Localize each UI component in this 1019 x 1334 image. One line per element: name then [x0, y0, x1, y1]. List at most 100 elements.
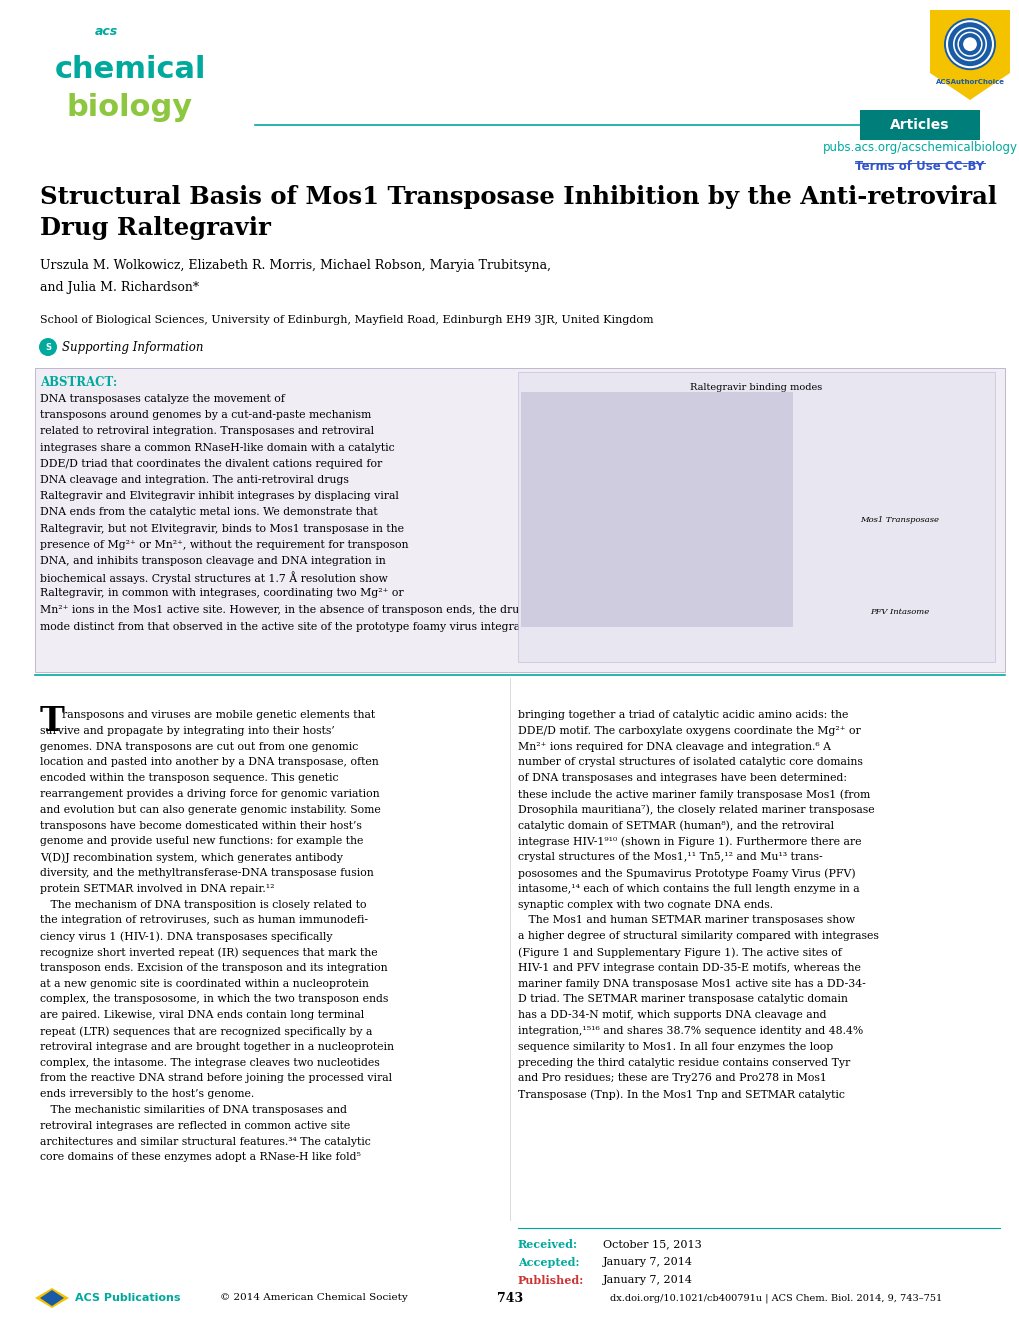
Text: HIV-1 and PFV integrase contain DD-35-E motifs, whereas the: HIV-1 and PFV integrase contain DD-35-E … [518, 963, 860, 972]
Text: D triad. The SETMAR mariner transposase catalytic domain: D triad. The SETMAR mariner transposase … [518, 994, 847, 1005]
Text: Articles: Articles [890, 117, 949, 132]
Text: architectures and similar structural features.³⁴ The catalytic: architectures and similar structural fea… [40, 1137, 370, 1147]
Text: The mechanistic similarities of DNA transposases and: The mechanistic similarities of DNA tran… [40, 1105, 346, 1115]
Polygon shape [35, 1289, 69, 1309]
Circle shape [39, 338, 57, 356]
Text: DNA cleavage and integration. The anti-retroviral drugs: DNA cleavage and integration. The anti-r… [40, 475, 348, 486]
Text: ACS Publications: ACS Publications [75, 1293, 180, 1303]
Text: diversity, and the methyltransferase-DNA transposase fusion: diversity, and the methyltransferase-DNA… [40, 868, 373, 878]
Text: S: S [45, 343, 51, 351]
Text: crystal structures of the Mos1,¹¹ Tn5,¹² and Mu¹³ trans-: crystal structures of the Mos1,¹¹ Tn5,¹²… [518, 852, 821, 862]
Text: January 7, 2014: January 7, 2014 [602, 1275, 692, 1285]
Text: ransposons and viruses are mobile genetic elements that: ransposons and viruses are mobile geneti… [62, 710, 375, 720]
FancyBboxPatch shape [859, 109, 979, 140]
Text: Transposase (Tnp). In the Mos1 Tnp and SETMAR catalytic: Transposase (Tnp). In the Mos1 Tnp and S… [518, 1089, 844, 1099]
Text: ABSTRACT:: ABSTRACT: [40, 375, 117, 388]
Text: Structural Basis of Mos1 Transposase Inhibition by the Anti-retroviral: Structural Basis of Mos1 Transposase Inh… [40, 185, 996, 209]
Text: at a new genomic site is coordinated within a nucleoprotein: at a new genomic site is coordinated wit… [40, 979, 369, 988]
FancyBboxPatch shape [521, 392, 792, 627]
Text: Drosophila mauritiana⁷), the closely related mariner transposase: Drosophila mauritiana⁷), the closely rel… [518, 804, 873, 815]
Polygon shape [40, 1290, 64, 1306]
Text: ciency virus 1 (HIV-1). DNA transposases specifically: ciency virus 1 (HIV-1). DNA transposases… [40, 931, 332, 942]
Text: genomes. DNA transposons are cut out from one genomic: genomes. DNA transposons are cut out fro… [40, 742, 358, 751]
Text: location and pasted into another by a DNA transposase, often: location and pasted into another by a DN… [40, 758, 378, 767]
Text: recognize short inverted repeat (IR) sequences that mark the: recognize short inverted repeat (IR) seq… [40, 947, 377, 958]
Text: PFV Intasome: PFV Intasome [869, 608, 928, 616]
Text: DDE/D motif. The carboxylate oxygens coordinate the Mg²⁺ or: DDE/D motif. The carboxylate oxygens coo… [518, 726, 860, 736]
Text: are paired. Likewise, viral DNA ends contain long terminal: are paired. Likewise, viral DNA ends con… [40, 1010, 364, 1021]
Text: Terms of Use CC-BY: Terms of Use CC-BY [855, 160, 983, 173]
Text: (Figure 1 and Supplementary Figure 1). The active sites of: (Figure 1 and Supplementary Figure 1). T… [518, 947, 841, 958]
Text: mariner family DNA transposase Mos1 active site has a DD-34-: mariner family DNA transposase Mos1 acti… [518, 979, 865, 988]
Text: Published:: Published: [518, 1274, 584, 1286]
Polygon shape [929, 9, 1009, 100]
Text: integrases share a common RNaseH-like domain with a catalytic: integrases share a common RNaseH-like do… [40, 443, 394, 452]
Text: from the reactive DNA strand before joining the processed viral: from the reactive DNA strand before join… [40, 1074, 391, 1083]
Text: Urszula M. Wolkowicz, Elizabeth R. Morris, Michael Robson, Maryia Trubitsyna,: Urszula M. Wolkowicz, Elizabeth R. Morri… [40, 259, 550, 272]
Text: 743: 743 [496, 1291, 523, 1305]
Text: DDE/D triad that coordinates the divalent cations required for: DDE/D triad that coordinates the divalen… [40, 459, 382, 468]
Circle shape [952, 27, 986, 61]
Text: rearrangement provides a driving force for genomic variation: rearrangement provides a driving force f… [40, 788, 379, 799]
Text: Drug Raltegravir: Drug Raltegravir [40, 216, 271, 240]
Text: protein SETMAR involved in DNA repair.¹²: protein SETMAR involved in DNA repair.¹² [40, 884, 274, 894]
Text: DNA ends from the catalytic metal ions. We demonstrate that: DNA ends from the catalytic metal ions. … [40, 507, 377, 518]
Text: DNA transposases catalyze the movement of: DNA transposases catalyze the movement o… [40, 394, 284, 404]
Text: complex, the intasome. The integrase cleaves two nucleotides: complex, the intasome. The integrase cle… [40, 1058, 379, 1067]
Text: The mechanism of DNA transposition is closely related to: The mechanism of DNA transposition is cl… [40, 899, 366, 910]
FancyBboxPatch shape [35, 368, 1004, 672]
Text: sequence similarity to Mos1. In all four enzymes the loop: sequence similarity to Mos1. In all four… [518, 1042, 833, 1051]
Text: Mn²⁺ ions required for DNA cleavage and integration.⁶ A: Mn²⁺ ions required for DNA cleavage and … [518, 742, 830, 751]
Text: Supporting Information: Supporting Information [62, 340, 204, 354]
Text: a higher degree of structural similarity compared with integrases: a higher degree of structural similarity… [518, 931, 878, 942]
Text: survive and propagate by integrating into their hosts’: survive and propagate by integrating int… [40, 726, 334, 736]
Text: bringing together a triad of catalytic acidic amino acids: the: bringing together a triad of catalytic a… [518, 710, 848, 720]
Text: dx.doi.org/10.1021/cb400791u | ACS Chem. Biol. 2014, 9, 743–751: dx.doi.org/10.1021/cb400791u | ACS Chem.… [609, 1293, 942, 1303]
Text: the integration of retroviruses, such as human immunodefi-: the integration of retroviruses, such as… [40, 915, 368, 926]
Text: Received:: Received: [518, 1238, 578, 1250]
Text: pubs.acs.org/acschemicalbiology: pubs.acs.org/acschemicalbiology [821, 140, 1017, 153]
Text: The Mos1 and human SETMAR mariner transposases show: The Mos1 and human SETMAR mariner transp… [518, 915, 854, 926]
Text: ACSAuthorChoice: ACSAuthorChoice [934, 79, 1004, 85]
Text: has a DD-34-N motif, which supports DNA cleavage and: has a DD-34-N motif, which supports DNA … [518, 1010, 825, 1021]
Text: transposon ends. Excision of the transposon and its integration: transposon ends. Excision of the transpo… [40, 963, 387, 972]
Circle shape [943, 19, 995, 71]
Text: October 15, 2013: October 15, 2013 [602, 1239, 701, 1249]
Text: these include the active mariner family transposase Mos1 (from: these include the active mariner family … [518, 788, 869, 799]
Text: number of crystal structures of isolated catalytic core domains: number of crystal structures of isolated… [518, 758, 862, 767]
Text: Raltegravir, but not Elvitegravir, binds to Mos1 transposase in the: Raltegravir, but not Elvitegravir, binds… [40, 524, 404, 534]
Text: mode distinct from that observed in the active site of the prototype foamy virus: mode distinct from that observed in the … [40, 622, 535, 632]
Text: transposons around genomes by a cut-and-paste mechanism: transposons around genomes by a cut-and-… [40, 410, 371, 420]
Text: of DNA transposases and integrases have been determined:: of DNA transposases and integrases have … [518, 774, 846, 783]
Text: presence of Mg²⁺ or Mn²⁺, without the requirement for transposon: presence of Mg²⁺ or Mn²⁺, without the re… [40, 540, 408, 550]
Text: synaptic complex with two cognate DNA ends.: synaptic complex with two cognate DNA en… [518, 899, 772, 910]
Text: Raltegravir binding modes: Raltegravir binding modes [690, 383, 821, 391]
Text: Mn²⁺ ions in the Mos1 active site. However, in the absence of transposon ends, t: Mn²⁺ ions in the Mos1 active site. Howev… [40, 606, 728, 615]
Text: and evolution but can also generate genomic instability. Some: and evolution but can also generate geno… [40, 804, 380, 815]
Text: transposons have become domesticated within their host’s: transposons have become domesticated wit… [40, 820, 362, 831]
Text: Mos1 Transposase: Mos1 Transposase [859, 516, 938, 524]
Text: encoded within the transposon sequence. This genetic: encoded within the transposon sequence. … [40, 774, 338, 783]
Text: integration,¹⁵¹⁶ and shares 38.7% sequence identity and 48.4%: integration,¹⁵¹⁶ and shares 38.7% sequen… [518, 1026, 862, 1037]
Text: acs: acs [95, 25, 118, 37]
Text: related to retroviral integration. Transposases and retroviral: related to retroviral integration. Trans… [40, 427, 374, 436]
Text: and Julia M. Richardson*: and Julia M. Richardson* [40, 281, 199, 295]
Text: T: T [40, 704, 65, 738]
Text: DNA, and inhibits transposon cleavage and DNA integration in: DNA, and inhibits transposon cleavage an… [40, 556, 385, 566]
Text: catalytic domain of SETMAR (human⁸), and the retroviral: catalytic domain of SETMAR (human⁸), and… [518, 820, 834, 831]
Text: chemical: chemical [54, 55, 206, 84]
Text: core domains of these enzymes adopt a RNase-H like fold⁵: core domains of these enzymes adopt a RN… [40, 1153, 361, 1162]
Text: complex, the transpososome, in which the two transposon ends: complex, the transpososome, in which the… [40, 994, 388, 1005]
Text: and Pro residues; these are Try276 and Pro278 in Mos1: and Pro residues; these are Try276 and P… [518, 1074, 826, 1083]
Text: genome and provide useful new functions: for example the: genome and provide useful new functions:… [40, 836, 363, 846]
Text: Raltegravir, in common with integrases, coordinating two Mg²⁺ or: Raltegravir, in common with integrases, … [40, 588, 404, 599]
Text: repeat (LTR) sequences that are recognized specifically by a: repeat (LTR) sequences that are recogniz… [40, 1026, 372, 1037]
Text: Raltegravir and Elvitegravir inhibit integrases by displacing viral: Raltegravir and Elvitegravir inhibit int… [40, 491, 398, 502]
Text: V(D)J recombination system, which generates antibody: V(D)J recombination system, which genera… [40, 852, 342, 863]
Text: School of Biological Sciences, University of Edinburgh, Mayfield Road, Edinburgh: School of Biological Sciences, Universit… [40, 315, 653, 325]
Text: © 2014 American Chemical Society: © 2014 American Chemical Society [220, 1294, 408, 1302]
FancyBboxPatch shape [518, 372, 994, 662]
Text: retroviral integrases are reflected in common active site: retroviral integrases are reflected in c… [40, 1121, 350, 1131]
Text: intasome,¹⁴ each of which contains the full length enzyme in a: intasome,¹⁴ each of which contains the f… [518, 884, 859, 894]
Text: pososomes and the Spumavirus Prototype Foamy Virus (PFV): pososomes and the Spumavirus Prototype F… [518, 868, 855, 879]
